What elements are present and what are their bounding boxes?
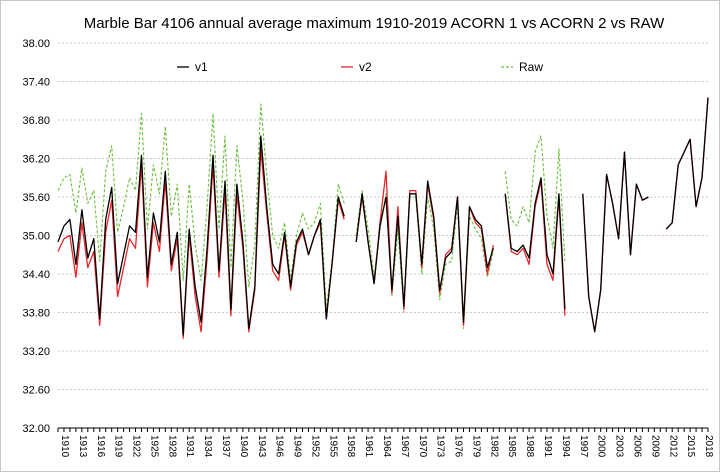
x-tick-label: 1949 xyxy=(292,435,303,458)
x-tick-label: 1937 xyxy=(220,435,231,458)
legend-label: v1 xyxy=(195,60,208,74)
x-tick-label: 1928 xyxy=(166,435,177,458)
x-tick-label: 1970 xyxy=(417,435,428,458)
series-line-v1 xyxy=(57,135,345,336)
series-line-raw xyxy=(355,190,494,330)
x-tick-label: 1955 xyxy=(327,435,338,458)
series-line-raw xyxy=(57,103,345,310)
x-tick-label: 1982 xyxy=(488,435,499,458)
x-tick-label: 1979 xyxy=(470,435,481,458)
x-tick-label: 1988 xyxy=(524,435,535,458)
x-tick-label: 2003 xyxy=(614,435,625,458)
x-tick-label: 1952 xyxy=(309,435,320,458)
y-tick-label: 38.00 xyxy=(22,38,50,50)
x-tick-label: 2006 xyxy=(631,435,642,458)
series-line-v1 xyxy=(665,97,709,230)
x-tick-label: 2012 xyxy=(667,435,678,458)
series-line-v1 xyxy=(504,177,566,310)
y-tick-label: 35.60 xyxy=(22,192,50,204)
series-line-v2 xyxy=(582,151,649,333)
x-tick-label: 1967 xyxy=(399,435,410,458)
x-tick-label: 1922 xyxy=(131,435,142,458)
legend-label: Raw xyxy=(519,60,543,74)
y-tick-label: 36.80 xyxy=(22,115,50,127)
series-line-v2 xyxy=(57,148,345,339)
x-tick-label: 1985 xyxy=(506,435,517,458)
y-axis-ticks: 32.00 32.60 33.20 33.80 34.40 35.00 35.60 36.20… xyxy=(22,38,50,435)
x-tick-label: 1973 xyxy=(435,435,446,458)
x-tick-label: 1976 xyxy=(453,435,464,458)
series-line-v2 xyxy=(355,170,494,326)
x-tick-label: 1991 xyxy=(542,435,553,458)
series-line-v1 xyxy=(355,180,494,323)
y-tick-label: 32.60 xyxy=(22,385,50,397)
y-tick-label: 32.00 xyxy=(22,423,50,435)
x-tick-label: 1946 xyxy=(274,435,285,458)
legend-label: v2 xyxy=(359,60,372,74)
series-line-v2 xyxy=(665,97,709,230)
y-tick-label: 33.20 xyxy=(22,346,50,358)
y-tick-label: 37.40 xyxy=(22,77,50,89)
x-tick-label: 1934 xyxy=(202,435,213,458)
x-tick-label: 1964 xyxy=(381,435,392,458)
x-tick-label: 1910 xyxy=(59,435,70,458)
y-tick-label: 35.00 xyxy=(22,231,50,243)
x-tick-label: 1961 xyxy=(363,435,374,458)
chart-title: Marble Bar 4106 annual average maximum 1… xyxy=(84,15,665,32)
x-axis-ticks: 1910 1913 1916 1919 1922 1925 1928 1931 1934 1937… xyxy=(57,428,714,458)
x-tick-label: 1958 xyxy=(345,435,356,458)
x-tick-label: 1931 xyxy=(184,435,195,458)
x-tick-label: 1997 xyxy=(578,435,589,458)
x-tick-label: 2015 xyxy=(685,435,696,458)
series-line-v1 xyxy=(582,151,649,333)
x-tick-label: 2009 xyxy=(649,435,660,458)
y-tick-label: 34.40 xyxy=(22,269,50,281)
series-lines xyxy=(57,97,709,339)
x-tick-label: 2000 xyxy=(596,435,607,458)
x-tick-label: 1943 xyxy=(256,435,267,458)
y-tick-label: 33.80 xyxy=(22,308,50,320)
x-tick-label: 1913 xyxy=(77,435,88,458)
y-tick-label: 36.20 xyxy=(22,154,50,166)
x-tick-label: 1994 xyxy=(560,435,571,458)
x-tick-label: 1925 xyxy=(148,435,159,458)
x-tick-label: 2018 xyxy=(703,435,714,458)
legend: v1 v2 Raw xyxy=(177,60,543,74)
x-tick-label: 1916 xyxy=(95,435,106,458)
x-tick-label: 1940 xyxy=(238,435,249,458)
series-line-raw xyxy=(504,135,566,262)
x-tick-label: 1919 xyxy=(113,435,124,458)
